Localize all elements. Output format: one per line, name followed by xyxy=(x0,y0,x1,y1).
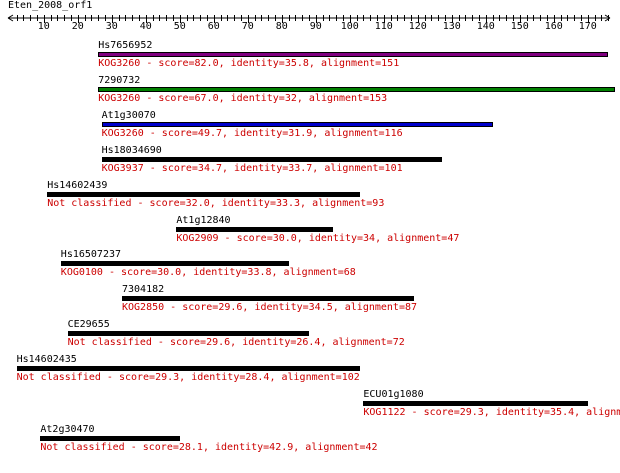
ruler-tick-label: 140 xyxy=(476,21,495,32)
hit-name[interactable]: Hs18034690 xyxy=(101,144,162,156)
ruler-tick-label: 70 xyxy=(241,21,254,32)
hit-alignment-bar[interactable] xyxy=(98,86,615,92)
hit-description[interactable]: Not classified - score=29.6, identity=26… xyxy=(67,337,405,349)
hit-alignment-bar[interactable] xyxy=(60,261,289,267)
ruler-tick-label: 160 xyxy=(544,21,563,32)
hit-alignment-bar[interactable] xyxy=(47,191,360,197)
hit-name[interactable]: Hs16507237 xyxy=(60,249,122,261)
hit-description[interactable]: KOG3260 - score=49.7, identity=31.9, ali… xyxy=(101,127,403,139)
hit-description[interactable]: KOG1122 - score=29.3, identity=35.4, ali… xyxy=(363,407,620,418)
hit-name[interactable]: 7304182 xyxy=(122,284,165,296)
query-title: Eten_2008_orf1 xyxy=(8,0,93,11)
hit-name[interactable]: At1g12840 xyxy=(176,214,231,226)
ruler-tick-label: 100 xyxy=(340,21,359,32)
hit-alignment-bar[interactable] xyxy=(67,331,309,337)
hit-description[interactable]: Not classified - score=29.3, identity=28… xyxy=(16,372,360,384)
hit-description[interactable]: KOG3260 - score=67.0, identity=32, align… xyxy=(98,92,388,104)
hit-name[interactable]: Hs7656952 xyxy=(98,40,153,51)
hit-alignment-bar[interactable] xyxy=(40,435,180,441)
ruler-tick-label: 150 xyxy=(510,21,529,32)
hit-name[interactable]: Hs14602439 xyxy=(47,179,108,191)
hit-description[interactable]: KOG3260 - score=82.0, identity=35.8, ali… xyxy=(98,58,400,69)
hit-description[interactable]: Not classified - score=32.0, identity=33… xyxy=(47,197,385,209)
hit-description[interactable]: KOG0100 - score=30.0, identity=33.8, ali… xyxy=(60,267,356,279)
ruler-tick-label: 10 xyxy=(37,21,50,32)
hit-description[interactable]: KOG2850 - score=29.6, identity=34.5, ali… xyxy=(122,302,418,314)
sequence-ruler xyxy=(7,14,611,23)
hit-name[interactable]: 7290732 xyxy=(98,74,141,86)
hit-name[interactable]: ECU01g1080 xyxy=(363,389,424,400)
hit-alignment-bar[interactable] xyxy=(101,121,493,127)
hit-name[interactable]: At2g30470 xyxy=(40,423,95,435)
hit-description[interactable]: KOG3937 - score=34.7, identity=33.7, ali… xyxy=(101,162,403,174)
ruler-tick-label: 90 xyxy=(309,21,322,32)
hit-name[interactable]: Hs14602435 xyxy=(16,354,77,366)
hit-alignment-bar[interactable] xyxy=(98,52,609,57)
ruler-tick-label: 20 xyxy=(71,21,84,32)
ruler-tick-label: 60 xyxy=(207,21,220,32)
hit-description[interactable]: Not classified - score=28.1, identity=42… xyxy=(40,441,378,453)
hit-name[interactable]: CE29655 xyxy=(67,319,110,331)
ruler-arrow-right xyxy=(604,14,611,22)
ruler-tick-label: 40 xyxy=(139,21,152,32)
hit-alignment-bar[interactable] xyxy=(122,296,415,302)
ruler-tick-label: 50 xyxy=(173,21,186,32)
hit-alignment-bar[interactable] xyxy=(101,156,442,162)
ruler-arrow-left xyxy=(7,14,14,22)
hit-alignment-bar[interactable] xyxy=(176,226,333,232)
hit-description[interactable]: KOG2909 - score=30.0, identity=34, align… xyxy=(176,232,460,244)
ruler-tick-label: 80 xyxy=(275,21,288,32)
ruler-tick-label: 130 xyxy=(442,21,461,32)
ruler-tick-label: 110 xyxy=(374,21,393,32)
hit-name[interactable]: At1g30070 xyxy=(101,109,156,121)
hit-alignment-bar[interactable] xyxy=(363,401,588,406)
ruler-tick-label: 170 xyxy=(578,21,597,32)
ruler-tick-label: 120 xyxy=(408,21,427,32)
ruler-tick-label: 30 xyxy=(105,21,118,32)
hit-alignment-bar[interactable] xyxy=(16,366,360,372)
